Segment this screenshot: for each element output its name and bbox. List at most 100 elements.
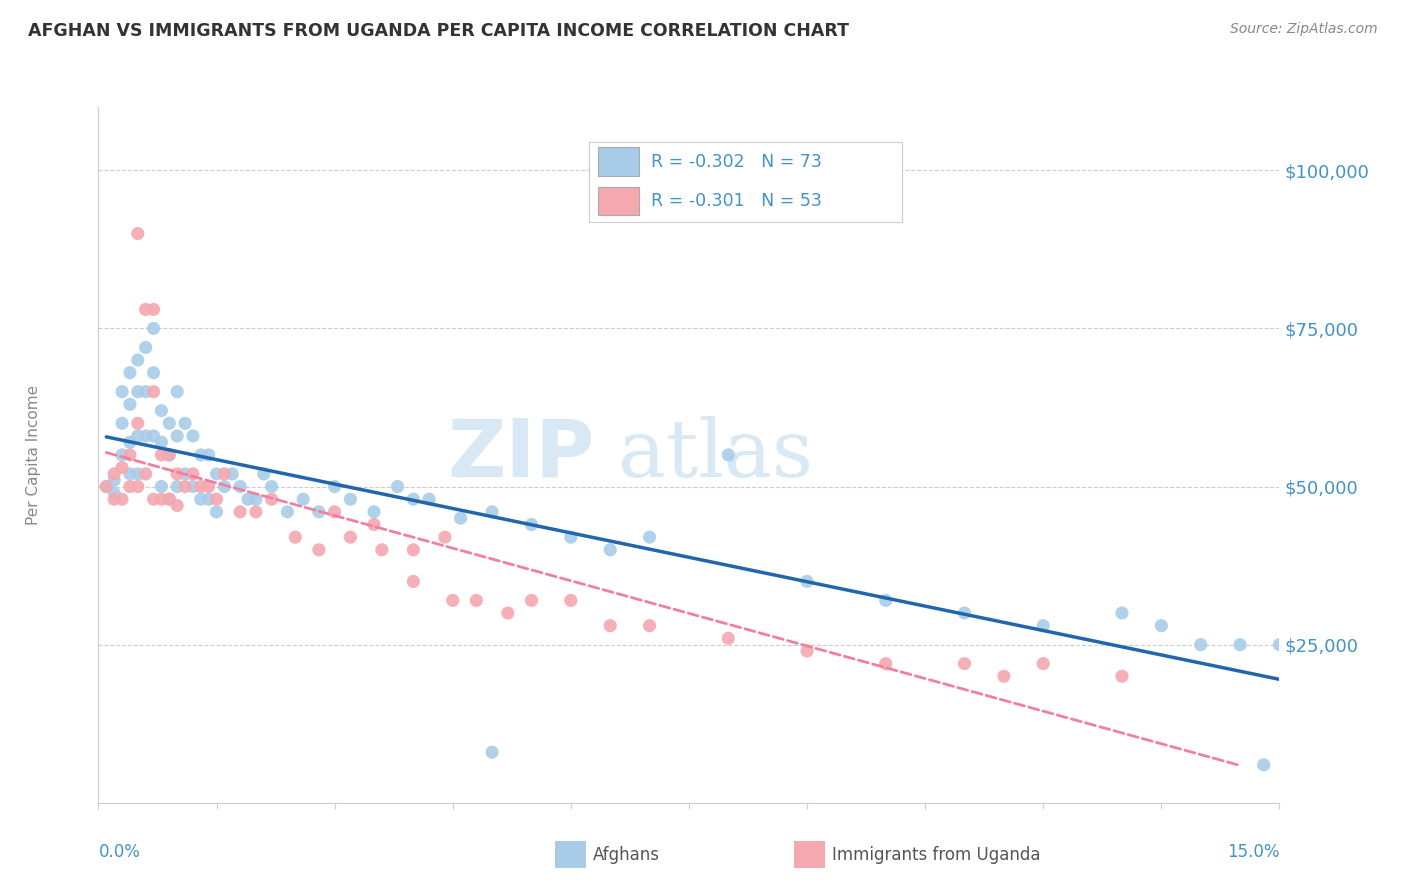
Point [205, 505, 228, 519]
Point [142, 492, 165, 507]
Point [229, 479, 252, 493]
Point [260, 492, 283, 507]
Point [481, 505, 503, 519]
Point [127, 353, 149, 368]
Text: Source: ZipAtlas.com: Source: ZipAtlas.com [1230, 22, 1378, 37]
Point [127, 429, 149, 443]
Point [127, 227, 149, 241]
Point [520, 593, 543, 607]
Point [1032, 618, 1054, 632]
Point [284, 530, 307, 544]
Point [323, 479, 346, 493]
Point [166, 384, 188, 399]
Point [111, 384, 134, 399]
Point [387, 479, 409, 493]
Point [142, 302, 165, 317]
Point [308, 505, 330, 519]
Point [142, 429, 165, 443]
Point [150, 479, 173, 493]
Point [181, 479, 204, 493]
Point [260, 479, 283, 493]
Point [339, 530, 361, 544]
Point [174, 467, 197, 481]
Point [166, 479, 188, 493]
Point [450, 511, 472, 525]
Point [157, 448, 180, 462]
Point [197, 479, 219, 493]
Point [481, 745, 503, 759]
Text: ZIP: ZIP [447, 416, 595, 494]
Point [875, 593, 897, 607]
Point [96, 479, 118, 493]
Point [363, 505, 385, 519]
Point [166, 429, 188, 443]
Point [418, 492, 440, 507]
Point [103, 486, 125, 500]
Point [292, 492, 315, 507]
Point [118, 397, 141, 411]
Point [135, 429, 157, 443]
Point [875, 657, 897, 671]
Text: 0.0%: 0.0% [98, 843, 141, 861]
Point [103, 467, 125, 481]
Point [166, 467, 188, 481]
Point [402, 574, 425, 589]
Text: AFGHAN VS IMMIGRANTS FROM UGANDA PER CAPITA INCOME CORRELATION CHART: AFGHAN VS IMMIGRANTS FROM UGANDA PER CAP… [28, 22, 849, 40]
Point [150, 492, 173, 507]
Point [127, 479, 149, 493]
Point [190, 479, 212, 493]
Point [103, 473, 125, 487]
Point [127, 467, 149, 481]
Point [1189, 638, 1212, 652]
Point [157, 492, 180, 507]
Text: R = -0.301   N = 53: R = -0.301 N = 53 [651, 192, 823, 210]
Point [796, 644, 818, 658]
Point [174, 479, 197, 493]
Point [214, 467, 236, 481]
Point [118, 467, 141, 481]
Point [157, 492, 180, 507]
Point [560, 593, 582, 607]
Point [197, 448, 219, 462]
Point [638, 618, 661, 632]
Point [190, 492, 212, 507]
Point [433, 530, 456, 544]
Bar [598, 147, 638, 177]
Point [118, 366, 141, 380]
Point [1032, 657, 1054, 671]
Point [150, 448, 173, 462]
Point [1150, 618, 1173, 632]
Point [323, 505, 346, 519]
Point [135, 467, 157, 481]
Point [135, 340, 157, 354]
Point [993, 669, 1015, 683]
Point [229, 505, 252, 519]
Point [111, 448, 134, 462]
Point [308, 542, 330, 557]
Point [157, 417, 180, 431]
Point [1253, 757, 1275, 772]
Point [190, 448, 212, 462]
Point [599, 542, 621, 557]
Point [402, 492, 425, 507]
Bar [598, 186, 638, 216]
Text: Immigrants from Uganda: Immigrants from Uganda [832, 846, 1040, 863]
Point [441, 593, 464, 607]
Point [111, 492, 134, 507]
Text: 15.0%: 15.0% [1227, 843, 1279, 861]
Point [276, 505, 298, 519]
Point [236, 492, 259, 507]
Point [496, 606, 519, 620]
Point [118, 448, 141, 462]
Text: Per Capita Income: Per Capita Income [25, 384, 41, 525]
Point [1268, 638, 1291, 652]
Point [560, 530, 582, 544]
Point [221, 467, 243, 481]
Point [253, 467, 276, 481]
Point [111, 417, 134, 431]
Point [174, 417, 197, 431]
Point [181, 429, 204, 443]
Point [118, 435, 141, 450]
Point [245, 505, 267, 519]
Point [157, 448, 180, 462]
